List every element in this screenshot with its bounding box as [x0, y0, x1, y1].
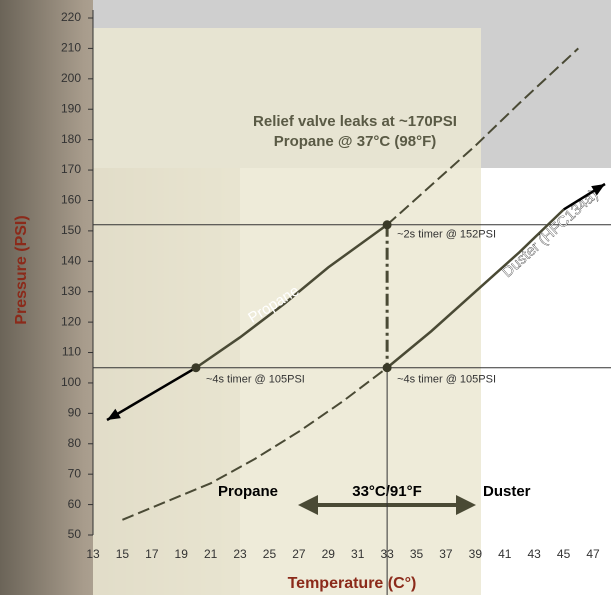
- x-axis-label: Temperature (C°): [288, 575, 417, 592]
- annotation: ~4s timer @ 105PSI: [397, 374, 496, 386]
- annotation: Propane @ 37°C (98°F): [274, 133, 437, 150]
- x-tick-label: 43: [527, 547, 541, 561]
- x-tick-label: 25: [263, 547, 277, 561]
- x-tick-label: 23: [233, 547, 247, 561]
- x-tick-label: 19: [175, 547, 189, 561]
- annotation: ~4s timer @ 105PSI: [206, 374, 305, 386]
- y-tick-label: 120: [61, 314, 81, 328]
- y-tick-label: 110: [62, 345, 81, 359]
- point: [191, 363, 200, 372]
- x-tick-label: 37: [439, 547, 453, 561]
- y-tick-label: 70: [68, 466, 82, 480]
- x-tick-label: 29: [322, 547, 336, 561]
- x-tick-label: 47: [586, 547, 600, 561]
- series-label: Duster (HFC134a): [499, 186, 601, 281]
- x-tick-label: 31: [351, 547, 365, 561]
- x-tick-label: 17: [145, 547, 159, 561]
- y-tick-label: 170: [61, 162, 81, 176]
- point: [383, 363, 392, 372]
- y-tick-label: 100: [61, 375, 81, 389]
- y-tick-label: 80: [68, 436, 82, 450]
- x-tick-label: 39: [469, 547, 483, 561]
- annotation: Relief valve leaks at ~170PSI: [253, 113, 457, 130]
- y-tick-label: 220: [61, 10, 81, 24]
- y-tick-label: 190: [61, 101, 81, 115]
- annotation: ~2s timer @ 152PSI: [397, 229, 496, 241]
- y-tick-label: 200: [61, 71, 81, 85]
- x-tick-label: 13: [86, 547, 100, 561]
- y-tick-label: 180: [61, 132, 81, 146]
- y-tick-label: 140: [61, 253, 81, 267]
- y-tick-label: 50: [68, 527, 82, 541]
- y-tick-label: 90: [68, 406, 82, 420]
- y-tick-label: 160: [61, 193, 81, 207]
- x-tick-label: 15: [116, 547, 130, 561]
- y-tick-label: 210: [61, 41, 81, 55]
- y-tick-label: 150: [61, 223, 81, 237]
- annotation: Propane: [218, 483, 278, 500]
- x-tick-label: 27: [292, 547, 306, 561]
- x-tick-label: 35: [410, 547, 424, 561]
- x-tick-label: 45: [557, 547, 571, 561]
- point: [383, 220, 392, 229]
- y-tick-label: 130: [61, 284, 81, 298]
- annotation: Duster: [483, 483, 531, 500]
- x-tick-label: 21: [204, 547, 218, 561]
- y-tick-label: 60: [68, 497, 82, 511]
- chart: Pressure (PSI) Temperature (C°) Relief v…: [0, 0, 611, 595]
- y-axis-label: Pressure (PSI): [13, 215, 30, 324]
- x-tick-label: 41: [498, 547, 512, 561]
